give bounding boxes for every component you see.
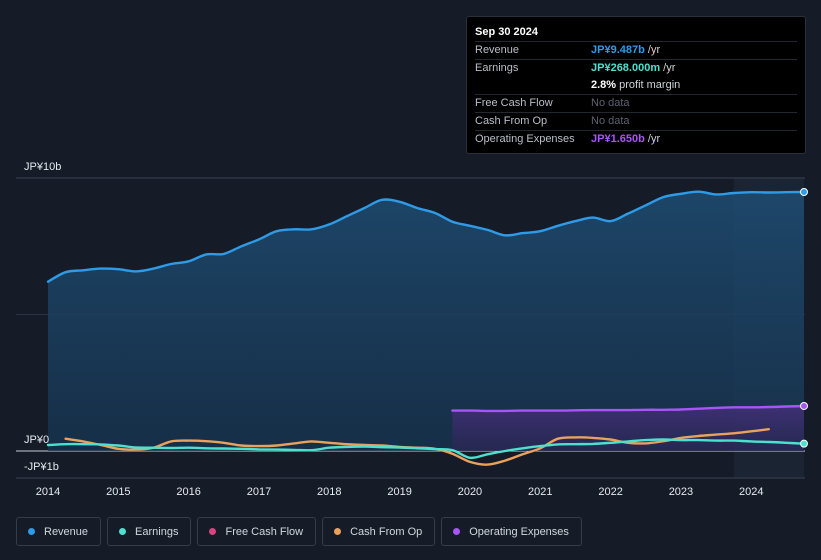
tooltip-row-value: No data bbox=[591, 115, 630, 127]
tooltip-row-label: Free Cash Flow bbox=[475, 97, 553, 109]
tooltip-row-label: Earnings bbox=[475, 62, 519, 74]
legend-label: Cash From Op bbox=[350, 525, 423, 538]
tooltip-row-label bbox=[475, 77, 591, 94]
legend-label: Free Cash Flow bbox=[225, 525, 304, 538]
x-tick-label: 2021 bbox=[528, 486, 552, 498]
legend-dot-icon bbox=[119, 528, 127, 535]
tooltip-row-label: Operating Expenses bbox=[475, 133, 575, 145]
legend-item-revenue[interactable]: Revenue bbox=[16, 517, 102, 546]
tooltip-row: Earnings JP¥268.000m /yr bbox=[475, 59, 797, 77]
legend-item-free-cash-flow[interactable]: Free Cash Flow bbox=[197, 517, 317, 546]
tooltip-row: Operating Expenses JP¥1.650b /yr bbox=[475, 130, 797, 148]
tooltip-row-label: Revenue bbox=[475, 44, 520, 56]
tooltip-date: Sep 30 2024 bbox=[475, 26, 538, 38]
tooltip-row: Cash From Op No data bbox=[475, 112, 797, 130]
x-tick-label: 2022 bbox=[598, 486, 622, 498]
series-end-point bbox=[800, 439, 808, 448]
series-line-earnings bbox=[46, 438, 806, 460]
x-tick-label: 2017 bbox=[247, 486, 271, 498]
legend-dot-icon bbox=[28, 528, 35, 535]
legend-item-earnings[interactable]: Earnings bbox=[107, 517, 192, 546]
legend-dot-icon bbox=[209, 528, 217, 535]
x-tick-label: 2019 bbox=[387, 486, 411, 498]
series-line-revenue bbox=[46, 190, 806, 283]
y-tick-label: JP¥0 bbox=[24, 434, 49, 446]
legend-dot-icon bbox=[334, 528, 342, 535]
tooltip-row-value: 2.8% profit margin bbox=[591, 79, 681, 91]
legend-dot-icon bbox=[453, 528, 461, 535]
y-tick-label: -JP¥1b bbox=[24, 461, 59, 473]
legend-label: Revenue bbox=[44, 525, 89, 538]
series-line-operating-expenses bbox=[451, 404, 806, 413]
series-end-point bbox=[800, 401, 808, 410]
x-tick-label: 2015 bbox=[106, 486, 130, 498]
tooltip-row: Revenue JP¥9.487b /yr bbox=[475, 41, 797, 59]
legend-item-operating-expenses[interactable]: Operating Expenses bbox=[441, 517, 582, 546]
tooltip-panel: Sep 30 2024 Revenue JP¥9.487b /yr Earnings… bbox=[466, 16, 806, 154]
x-tick-label: 2016 bbox=[176, 486, 200, 498]
y-tick-label: JP¥10b bbox=[24, 161, 61, 173]
tooltip-row-value: JP¥1.650b /yr bbox=[591, 133, 661, 145]
series-end-point bbox=[800, 188, 808, 197]
series-area-revenue bbox=[48, 191, 804, 451]
tooltip-row-value: No data bbox=[591, 97, 630, 109]
tooltip-row: Free Cash Flow No data bbox=[475, 94, 797, 112]
x-tick-label: 2023 bbox=[669, 486, 693, 498]
x-tick-label: 2018 bbox=[317, 486, 341, 498]
x-tick-label: 2024 bbox=[739, 486, 763, 498]
tooltip-row-value: JP¥268.000m /yr bbox=[591, 62, 676, 74]
tooltip-row: 2.8% profit margin bbox=[475, 77, 797, 94]
legend-label: Operating Expenses bbox=[469, 525, 569, 538]
x-tick-label: 2014 bbox=[36, 486, 60, 498]
x-tick-label: 2020 bbox=[458, 486, 482, 498]
legend: Revenue Earnings Free Cash Flow Cash From O… bbox=[16, 517, 582, 546]
legend-label: Earnings bbox=[135, 525, 179, 538]
series-area-operating-expenses bbox=[452, 406, 804, 451]
tooltip-row-value: JP¥9.487b /yr bbox=[591, 44, 661, 56]
tooltip-row-label: Cash From Op bbox=[475, 115, 548, 127]
legend-item-cash-from-op[interactable]: Cash From Op bbox=[322, 517, 436, 546]
